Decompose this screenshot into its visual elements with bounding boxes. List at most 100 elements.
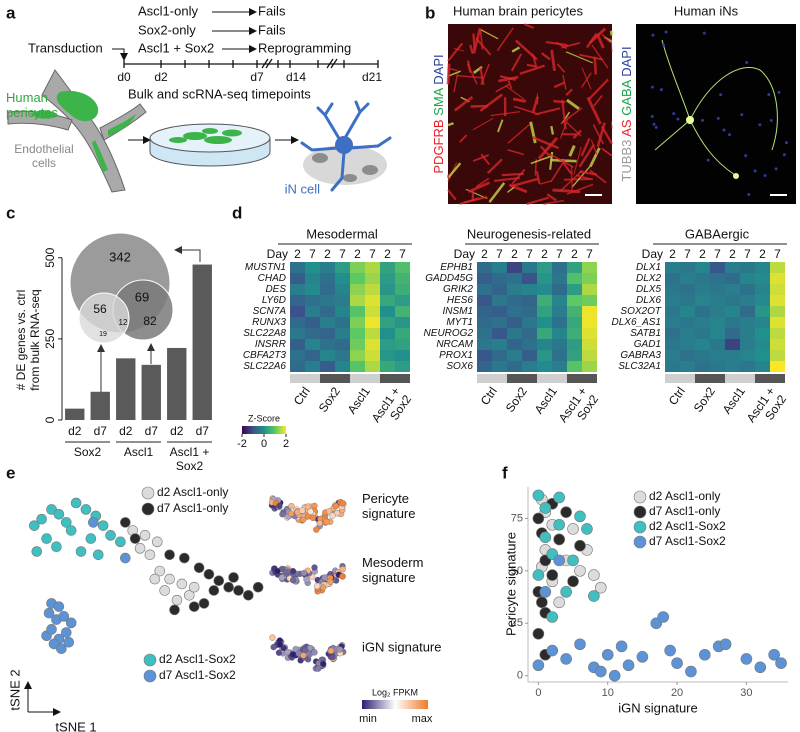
inset-point <box>269 634 276 641</box>
heatmap-cell <box>350 284 365 295</box>
row-label: PROX1 <box>439 350 473 361</box>
text-line: Ascl1 <box>720 384 748 416</box>
text-line: Ascl1 <box>124 445 154 459</box>
group-bar <box>665 374 695 383</box>
inset-point <box>276 641 283 648</box>
texture-fiber <box>486 158 503 175</box>
texture-fiber <box>497 119 504 133</box>
heatmap-cell <box>665 295 680 306</box>
heatmap-cell <box>335 339 350 350</box>
texture-fiber <box>550 125 555 135</box>
heatmap-cell <box>680 306 695 317</box>
heatmap-cell <box>725 350 740 361</box>
point <box>532 569 545 581</box>
heatmap-cell <box>755 361 770 372</box>
point <box>657 611 670 623</box>
arrow <box>174 246 201 262</box>
timeline <box>123 58 379 69</box>
texture-fiber <box>480 153 491 166</box>
point <box>539 586 552 598</box>
x-tick-label: 2 <box>384 247 391 261</box>
heatmap-cell <box>695 350 710 361</box>
point <box>539 531 552 544</box>
heatmap-cell <box>710 284 725 295</box>
heatmap-title: GABAergic <box>685 226 750 241</box>
x-tick-label: 2 <box>699 247 706 261</box>
heatmap-cell <box>305 284 320 295</box>
outcome: Fails <box>258 3 286 18</box>
texture-fiber <box>526 63 536 68</box>
texture-fiber <box>495 83 510 93</box>
texture-nucleus <box>777 90 781 94</box>
texture-fiber <box>453 47 465 52</box>
heatmap-cell <box>740 361 755 372</box>
texture-nucleus <box>740 113 744 117</box>
texture-nucleus <box>747 192 751 196</box>
texture-nucleus <box>706 158 710 162</box>
text-line: Sox2 <box>316 384 343 415</box>
colorbar-tick-label: 2 <box>283 438 289 450</box>
text-line: Pericyte <box>362 491 409 506</box>
texture-fiber <box>556 63 566 73</box>
inset-point <box>284 568 291 575</box>
point <box>243 589 254 601</box>
row-label: DES <box>265 284 286 295</box>
point <box>740 653 753 665</box>
legend-label: d7 Ascl1-only <box>157 501 228 515</box>
group-bar <box>725 374 755 383</box>
texture-fiber <box>579 53 604 61</box>
row-label: DLX2 <box>636 273 661 284</box>
inset-point <box>292 645 299 653</box>
x-tick-label: 7 <box>556 247 563 261</box>
texture-fiber <box>449 67 458 72</box>
point <box>80 504 92 515</box>
heatmap-cell <box>695 273 710 284</box>
inset-point <box>327 647 335 654</box>
point <box>183 589 195 601</box>
point <box>75 546 87 557</box>
texture-fiber <box>453 73 459 93</box>
x-tick-label: 7 <box>339 247 346 261</box>
row-label: NRCAM <box>436 339 473 350</box>
heatmap-cell <box>395 339 410 350</box>
heatmap-cell <box>380 262 395 273</box>
group-bar <box>350 374 380 383</box>
stain-label: PDGFRB SMA DAPI <box>431 54 446 173</box>
heatmap-cell <box>552 350 567 361</box>
heatmap-cell <box>725 306 740 317</box>
inset-point <box>313 526 320 533</box>
heatmap-cell <box>567 339 582 350</box>
text-line: Sox2 <box>176 459 204 473</box>
point <box>58 611 70 622</box>
heatmap-cell <box>477 262 492 273</box>
timepoint: d14 <box>286 70 306 84</box>
heatmap-cell <box>290 306 305 317</box>
heatmap-cell <box>320 306 335 317</box>
texture-fiber <box>590 139 598 155</box>
x-tick-label: 20 <box>671 687 683 699</box>
heatmap-cell <box>395 317 410 328</box>
x-tick-label: 7 <box>309 247 316 261</box>
texture-fiber <box>454 95 474 112</box>
point <box>53 508 65 520</box>
point <box>149 573 161 585</box>
point <box>65 525 77 536</box>
outcome: Fails <box>258 22 286 37</box>
group-bar <box>290 374 320 383</box>
inset-point <box>276 502 283 510</box>
cell-label: Human pericytes <box>6 90 59 120</box>
heatmap-cell <box>680 284 695 295</box>
heatmap-cell <box>395 328 410 339</box>
stain: DAPI <box>431 54 446 84</box>
heatmap-cell <box>537 350 552 361</box>
heatmap-cell <box>350 262 365 273</box>
heatmap-cell <box>665 306 680 317</box>
row-label: LY6D <box>262 295 286 306</box>
heatmap-cell <box>695 262 710 273</box>
x-tick-label: 2 <box>669 247 676 261</box>
heatmap-cell <box>740 328 755 339</box>
texture-fiber <box>593 94 603 107</box>
heatmap-cell <box>755 262 770 273</box>
point <box>36 513 47 525</box>
texture-fiber <box>573 146 582 176</box>
